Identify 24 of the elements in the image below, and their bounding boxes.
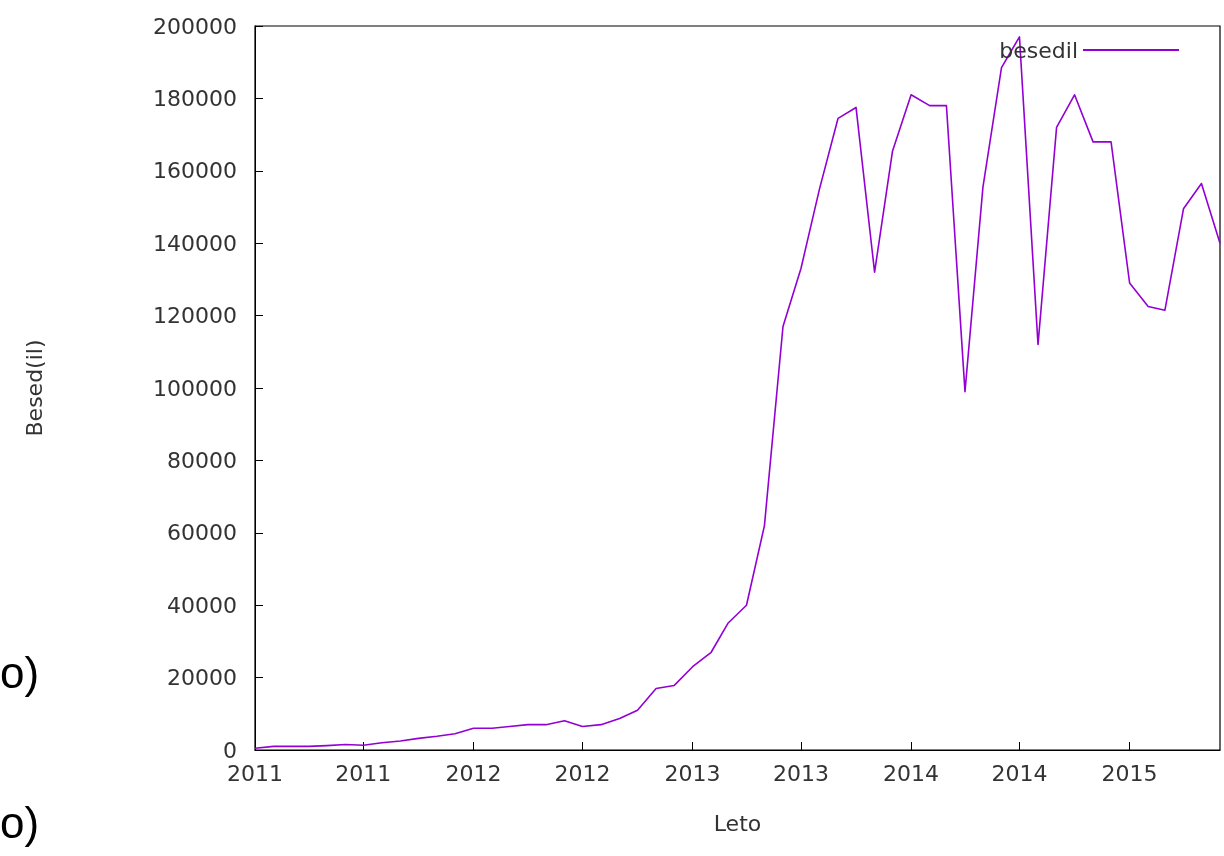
x-tick-label: 2011 bbox=[227, 760, 283, 786]
y-tick-label: 40000 bbox=[167, 592, 237, 618]
y-axis-title: Besed(il) bbox=[21, 339, 47, 437]
text: o) bbox=[0, 647, 40, 697]
x-tick-label: 2014 bbox=[991, 760, 1048, 786]
x-tick-label: 2012 bbox=[554, 760, 611, 786]
x-axis-title: Leto bbox=[713, 810, 762, 836]
y-tick-label: 140000 bbox=[153, 230, 237, 256]
y-tick-label: 200000 bbox=[153, 13, 237, 39]
y-tick-label: 80000 bbox=[167, 447, 237, 473]
x-tick-label: 2014 bbox=[883, 760, 940, 786]
y-tick-label: 180000 bbox=[153, 85, 237, 111]
x-tick-label: 2013 bbox=[664, 760, 721, 786]
text: o) bbox=[0, 797, 40, 847]
y-tick-label: 60000 bbox=[167, 520, 237, 546]
y-tick-label: 120000 bbox=[153, 303, 237, 329]
y-tick-label: 100000 bbox=[153, 375, 237, 401]
y-tick-label: 0 bbox=[223, 737, 237, 763]
y-tick-label: 20000 bbox=[167, 665, 237, 691]
x-tick-label: 2015 bbox=[1101, 760, 1158, 786]
x-tick-label: 2013 bbox=[772, 760, 829, 786]
x-tick-label: 2011 bbox=[335, 760, 392, 786]
x-tick-label: 2012 bbox=[445, 760, 502, 786]
y-tick-label: 160000 bbox=[153, 158, 237, 184]
